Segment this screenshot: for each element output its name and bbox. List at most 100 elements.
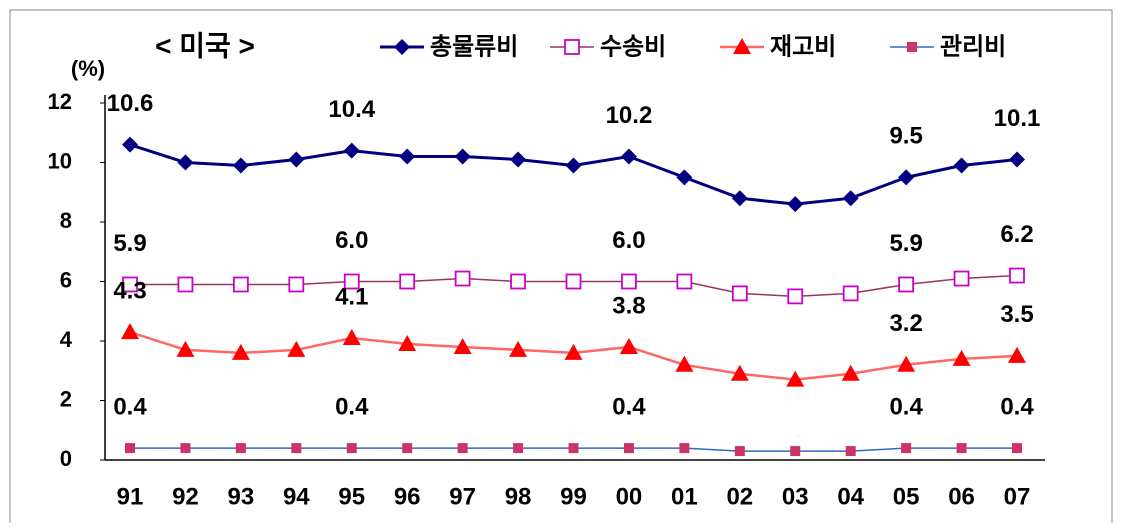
data-label: 0.4: [612, 393, 646, 420]
marker: [398, 334, 417, 351]
marker: [402, 443, 413, 454]
marker: [1009, 267, 1025, 284]
marker: [842, 285, 859, 302]
data-label: 5.9: [113, 230, 146, 257]
legend-label: 총물류비: [430, 33, 518, 60]
data-label: 3.8: [612, 292, 645, 319]
marker: [454, 148, 471, 165]
data-label: 10.4: [328, 96, 375, 123]
marker: [343, 273, 360, 290]
x-tick-label: 03: [782, 483, 809, 510]
marker: [510, 273, 526, 290]
marker: [897, 355, 916, 372]
marker: [1009, 151, 1025, 168]
marker: [125, 443, 135, 454]
marker: [564, 343, 583, 360]
x-tick-label: 01: [671, 483, 698, 510]
marker: [619, 337, 638, 354]
x-tick-label: 99: [560, 483, 587, 510]
marker: [623, 443, 634, 454]
marker: [787, 196, 804, 213]
legend-marker: [733, 38, 751, 54]
marker: [1008, 346, 1026, 363]
x-tick-label: 94: [283, 483, 310, 510]
marker: [510, 151, 527, 168]
marker: [731, 285, 748, 302]
data-label: 0.4: [1000, 393, 1034, 420]
data-label: 9.5: [889, 123, 922, 150]
data-label: 10.1: [994, 105, 1041, 132]
data-label: 3.5: [1000, 301, 1033, 328]
y-tick-label: 6: [60, 267, 72, 292]
marker: [676, 273, 693, 290]
marker: [343, 142, 360, 159]
marker: [291, 443, 302, 454]
marker: [956, 443, 967, 454]
series-line: [129, 143, 1018, 206]
marker: [513, 443, 524, 454]
y-axis-label: (%): [71, 56, 105, 81]
marker: [287, 340, 306, 357]
x-tick-label: 97: [449, 483, 476, 510]
legend-marker: [907, 42, 917, 52]
marker: [177, 154, 194, 171]
data-label: 0.4: [335, 393, 369, 420]
marker: [399, 148, 416, 165]
legend-marker: [564, 39, 580, 55]
marker: [953, 270, 970, 287]
marker: [841, 364, 860, 381]
marker: [953, 157, 970, 174]
data-label: 6.0: [612, 227, 645, 254]
x-tick-label: 06: [948, 483, 975, 510]
x-tick-label: 92: [172, 483, 199, 510]
y-tick-label: 12: [48, 89, 72, 114]
marker: [952, 349, 971, 366]
marker: [177, 276, 194, 293]
x-tick-label: 05: [893, 483, 920, 510]
marker: [231, 343, 250, 360]
marker: [898, 276, 915, 293]
marker: [898, 169, 915, 186]
data-label: 5.9: [889, 230, 922, 257]
data-label: 3.2: [889, 310, 922, 337]
marker: [509, 340, 528, 357]
data-label: 4.1: [335, 283, 368, 310]
x-tick-label: 98: [505, 483, 532, 510]
x-tick-label: 96: [394, 483, 421, 510]
y-tick-label: 10: [48, 148, 72, 173]
marker: [454, 270, 471, 287]
marker: [787, 288, 804, 305]
frame: [9, 9, 1113, 528]
x-tick-label: 07: [1004, 483, 1031, 510]
marker: [121, 323, 139, 340]
marker: [288, 276, 305, 293]
marker: [679, 443, 690, 454]
marker: [457, 443, 468, 454]
marker: [122, 136, 138, 153]
marker: [568, 443, 579, 454]
marker: [845, 446, 856, 457]
marker: [901, 443, 912, 454]
marker: [676, 169, 693, 186]
marker: [734, 446, 745, 457]
marker: [288, 151, 305, 168]
y-tick-label: 2: [60, 386, 72, 411]
data-label: 0.4: [889, 393, 923, 420]
marker: [342, 329, 361, 346]
marker: [790, 446, 801, 457]
data-label: 6.2: [1000, 221, 1033, 248]
x-tick-label: 93: [228, 483, 255, 510]
y-tick-label: 8: [60, 208, 72, 233]
data-label: 10.2: [606, 102, 653, 129]
marker: [786, 370, 805, 387]
marker: [1012, 443, 1022, 454]
marker: [731, 190, 748, 207]
data-label: 10.6: [107, 90, 154, 117]
y-tick-label: 4: [60, 327, 73, 352]
x-tick-label: 04: [837, 483, 864, 510]
marker: [621, 273, 637, 290]
marker: [730, 364, 749, 381]
marker: [235, 443, 246, 454]
data-label: 0.4: [113, 393, 147, 420]
